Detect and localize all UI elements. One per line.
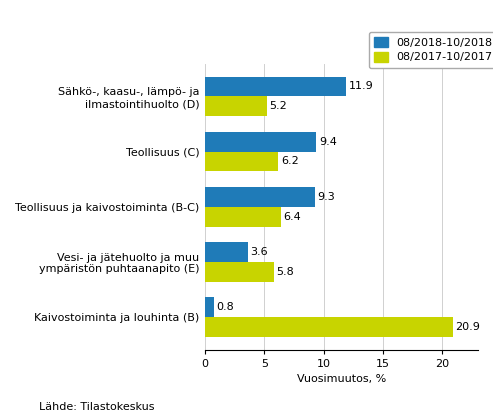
Text: 0.8: 0.8 xyxy=(217,302,235,312)
Bar xyxy=(205,297,214,317)
Text: 20.9: 20.9 xyxy=(456,322,480,332)
Bar xyxy=(205,207,281,227)
Bar xyxy=(205,97,267,116)
Text: Lähde: Tilastokeskus: Lähde: Tilastokeskus xyxy=(39,402,155,412)
Bar xyxy=(205,262,274,282)
Text: 11.9: 11.9 xyxy=(349,82,373,92)
Text: 9.3: 9.3 xyxy=(317,192,335,202)
Text: 6.2: 6.2 xyxy=(281,156,299,166)
Bar xyxy=(205,151,279,171)
Text: 3.6: 3.6 xyxy=(250,247,268,257)
Bar xyxy=(205,187,315,207)
Bar xyxy=(205,132,317,151)
Bar xyxy=(205,242,247,262)
Text: 9.4: 9.4 xyxy=(319,136,337,146)
X-axis label: Vuosimuutos, %: Vuosimuutos, % xyxy=(297,374,386,384)
Text: 5.2: 5.2 xyxy=(269,102,287,111)
Text: 5.8: 5.8 xyxy=(276,267,294,277)
Legend: 08/2018-10/2018, 08/2017-10/2017: 08/2018-10/2018, 08/2017-10/2017 xyxy=(369,32,493,68)
Bar xyxy=(205,77,346,97)
Bar xyxy=(205,317,453,337)
Text: 6.4: 6.4 xyxy=(283,212,301,222)
